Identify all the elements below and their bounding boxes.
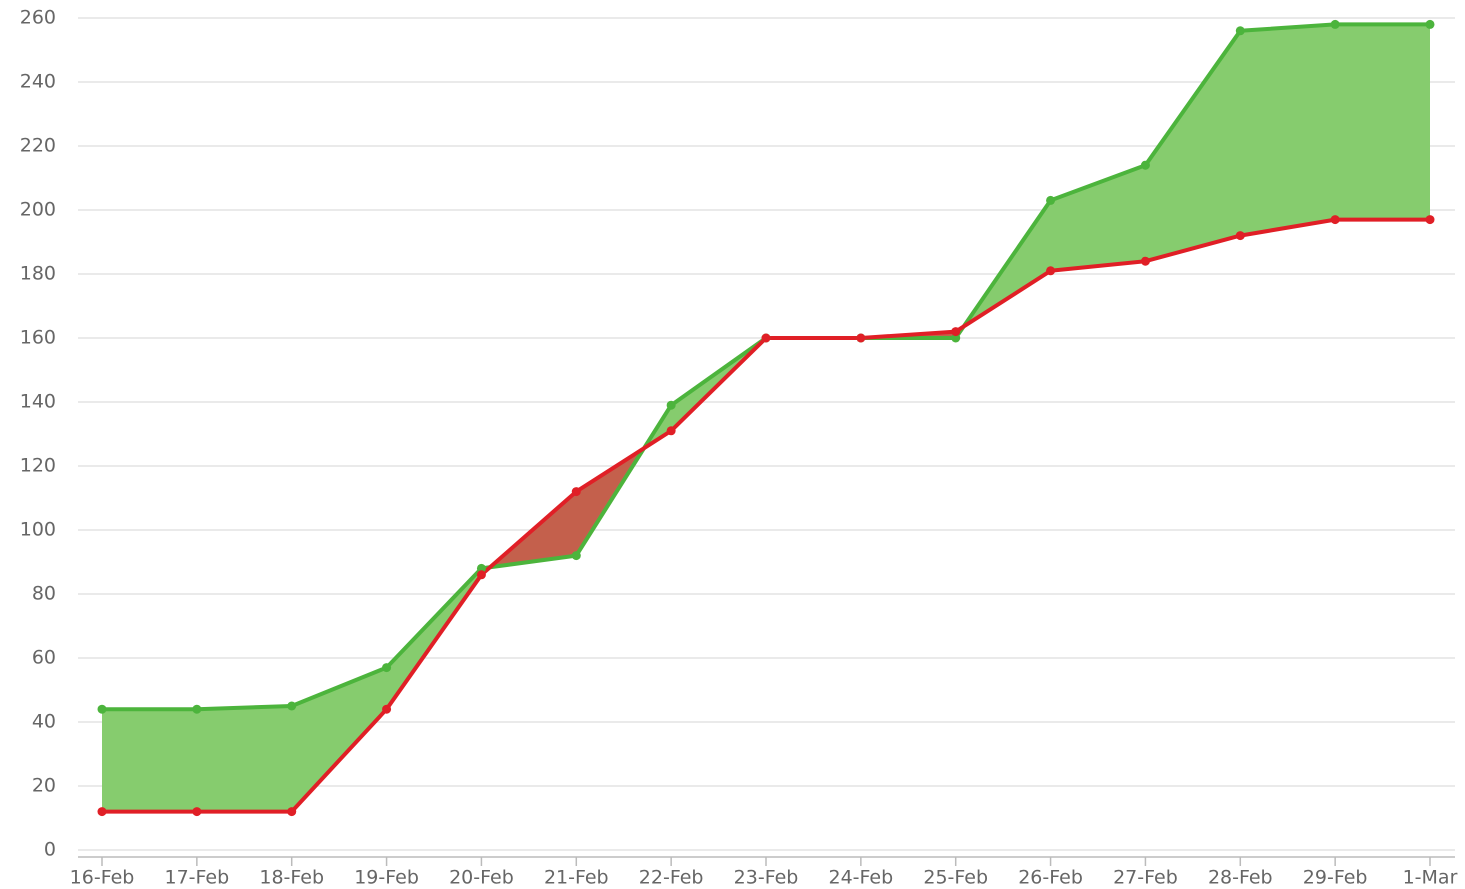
data-point [192,807,202,817]
data-point [1330,215,1340,225]
data-point [97,704,107,714]
x-tick-label: 20-Feb [449,867,514,889]
y-tick-label: 140 [20,391,56,413]
data-point [1235,231,1245,241]
data-point [1235,26,1245,36]
y-tick-label: 0 [44,839,56,861]
fill-above [102,24,1430,812]
data-point [951,327,961,337]
data-point [951,333,961,343]
y-tick-label: 60 [32,647,56,669]
data-point [382,663,392,673]
x-tick-label: 23-Feb [734,867,799,889]
y-tick-label: 180 [20,263,56,285]
y-tick-label: 220 [20,135,56,157]
y-tick-label: 100 [20,519,56,541]
x-tick-label: 16-Feb [70,867,135,889]
data-point [761,333,771,343]
x-tick-label: 22-Feb [639,867,704,889]
data-point [287,701,297,711]
x-tick-label: 29-Feb [1303,867,1368,889]
data-point [571,487,581,497]
data-point [1046,195,1056,205]
data-point [476,570,486,580]
x-tick-label: 24-Feb [829,867,894,889]
y-tick-label: 20 [32,775,56,797]
x-tick-label: 17-Feb [165,867,230,889]
y-tick-label: 120 [20,455,56,477]
x-tick-label: 18-Feb [259,867,324,889]
data-point [287,807,297,817]
data-point [1425,215,1435,225]
data-point [1425,19,1435,29]
y-tick-label: 260 [20,7,56,29]
x-tick-label: 26-Feb [1018,867,1083,889]
data-point [382,704,392,714]
x-tick-label: 25-Feb [923,867,988,889]
data-point [1330,19,1340,29]
data-point [856,333,866,343]
x-tick-label: 28-Feb [1208,867,1273,889]
x-tick-label: 21-Feb [544,867,609,889]
y-tick-label: 80 [32,583,56,605]
data-point [666,426,676,436]
data-point [97,807,107,817]
data-point [192,704,202,714]
data-point [1046,266,1056,276]
data-point [1140,160,1150,170]
x-tick-label: 19-Feb [354,867,419,889]
y-tick-label: 40 [32,711,56,733]
x-tick-label: 1-Mar [1403,867,1458,889]
y-tick-label: 160 [20,327,56,349]
x-tick-label: 27-Feb [1113,867,1178,889]
data-point [1140,256,1150,266]
data-point [476,563,486,573]
data-point [571,551,581,561]
data-point [666,400,676,410]
y-tick-label: 200 [20,199,56,221]
y-tick-label: 240 [20,71,56,93]
